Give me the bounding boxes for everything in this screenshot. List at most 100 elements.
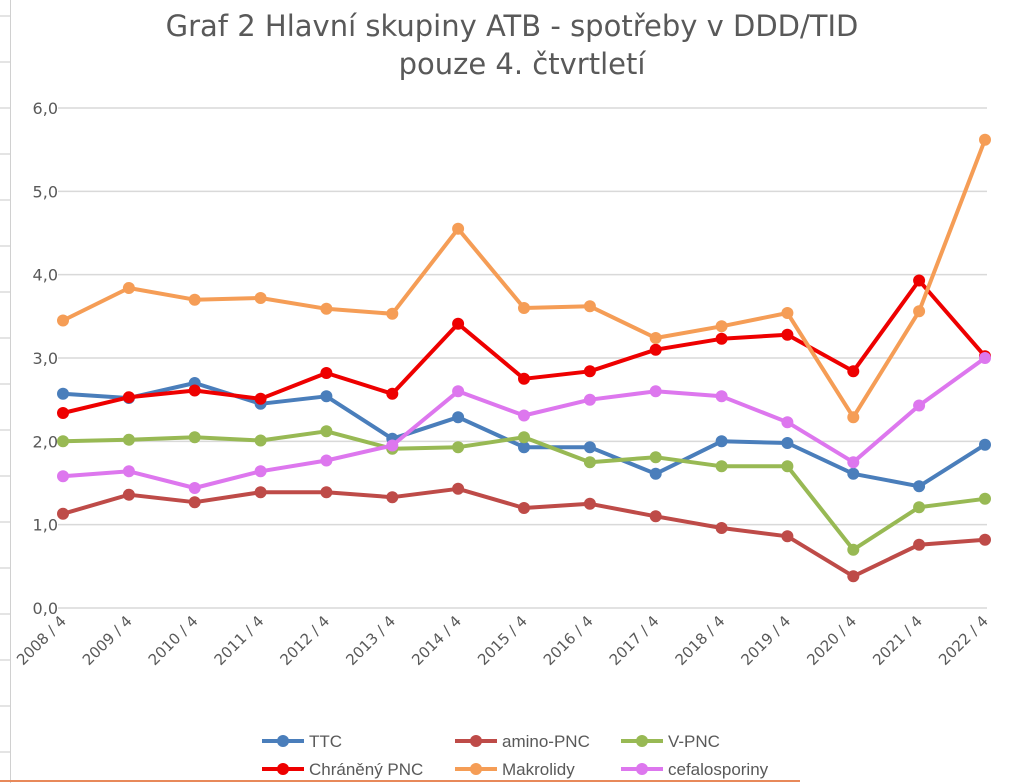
data-point [649, 385, 662, 398]
data-point [583, 497, 596, 510]
data-point [847, 411, 860, 424]
x-tick-label: 2014 / 4 [408, 612, 465, 669]
x-tick-label: 2018 / 4 [672, 612, 729, 669]
data-point [518, 372, 530, 385]
x-tick-label: 2021 / 4 [869, 612, 926, 669]
legend-swatch-marker [636, 735, 648, 747]
x-tick-label: 2017 / 4 [606, 612, 663, 669]
x-tick-label: 2020 / 4 [803, 612, 860, 669]
legend-label: amino-PNC [502, 732, 590, 751]
y-tick-label: 5,0 [33, 182, 58, 201]
data-point [979, 533, 991, 546]
legend-item: TTC [262, 732, 342, 751]
data-point [57, 507, 69, 520]
legend-swatch-marker [470, 763, 482, 775]
data-point [254, 392, 267, 405]
legend-swatch-marker [277, 763, 289, 775]
data-point [979, 492, 991, 505]
series-line [61, 486, 987, 579]
data-point [781, 530, 794, 543]
data-point [57, 470, 69, 483]
legend-label: Chráněný PNC [309, 760, 423, 779]
data-point [781, 460, 794, 473]
y-tick-label: 3,0 [33, 349, 58, 368]
data-point [254, 465, 267, 478]
data-point [57, 407, 69, 419]
data-point [188, 482, 201, 494]
data-point [847, 570, 860, 583]
data-point [715, 460, 728, 473]
data-point [913, 399, 926, 412]
data-point [583, 441, 596, 454]
series-amino-pnc [57, 482, 991, 583]
data-point [57, 435, 69, 448]
data-point [254, 486, 267, 499]
legend-item: Chráněný PNC [262, 760, 423, 779]
data-point [320, 367, 333, 379]
data-point [320, 302, 333, 315]
data-point [715, 332, 728, 345]
legend-swatch-marker [636, 763, 648, 775]
x-tick-label: 2011 / 4 [211, 612, 268, 669]
data-point [715, 435, 728, 448]
data-point [320, 486, 333, 499]
legend: TTC amino-PNC V-PNC Chráněný PNC Makrolidy ce… [262, 732, 769, 779]
y-tick-label: 0,0 [33, 599, 58, 618]
data-point [913, 305, 926, 318]
data-point [649, 451, 662, 464]
data-point [386, 491, 399, 504]
data-point [649, 343, 662, 356]
x-tick-label: 2010 / 4 [145, 612, 202, 669]
series-makrolidy [57, 133, 991, 424]
data-point [320, 390, 333, 403]
x-tick-label: 2022 / 4 [935, 612, 992, 669]
data-point [847, 456, 860, 469]
data-point [583, 456, 596, 469]
legend-label: Makrolidy [502, 760, 575, 779]
data-point [122, 391, 135, 404]
data-point [518, 431, 530, 444]
data-point [452, 441, 465, 454]
data-point [781, 416, 794, 429]
legend-item: cefalosporiny [621, 760, 769, 779]
data-point [57, 314, 69, 327]
data-point [847, 467, 860, 480]
series-cefalosporiny [57, 352, 991, 494]
x-tick-label: 2019 / 4 [737, 612, 794, 669]
legend-label: V-PNC [668, 732, 720, 751]
gridlines [58, 107, 987, 609]
data-point [320, 425, 333, 438]
data-point [979, 133, 991, 146]
data-point [847, 365, 860, 378]
y-tick-label: 6,0 [33, 99, 58, 118]
chart-title-line-2: pouze 4. čtvrtletí [399, 47, 647, 81]
data-point [583, 300, 596, 313]
data-point [188, 431, 201, 444]
data-point [649, 332, 662, 344]
data-point [320, 454, 333, 467]
legend-item: amino-PNC [455, 732, 590, 751]
data-point [913, 480, 926, 493]
legend-label: cefalosporiny [668, 760, 769, 779]
x-tick-label: 2009 / 4 [79, 612, 136, 669]
y-tick-label: 4,0 [33, 266, 58, 285]
legend-swatch-marker [470, 735, 482, 747]
data-point [57, 387, 69, 400]
data-point [913, 501, 926, 514]
data-point [122, 465, 135, 478]
data-point [649, 510, 662, 523]
data-point [913, 274, 926, 287]
data-point [122, 282, 135, 294]
data-point [715, 522, 728, 534]
x-tick-label: 2012 / 4 [276, 612, 333, 669]
data-point [847, 543, 860, 556]
legend-item: V-PNC [621, 732, 720, 751]
data-point [518, 502, 530, 514]
data-point [781, 437, 794, 449]
data-point [583, 393, 596, 406]
x-tick-label: 2013 / 4 [342, 612, 399, 669]
data-point [386, 439, 399, 452]
data-point [452, 411, 465, 424]
x-tick-label: 2008 / 4 [13, 612, 70, 669]
series-lines [57, 133, 991, 583]
